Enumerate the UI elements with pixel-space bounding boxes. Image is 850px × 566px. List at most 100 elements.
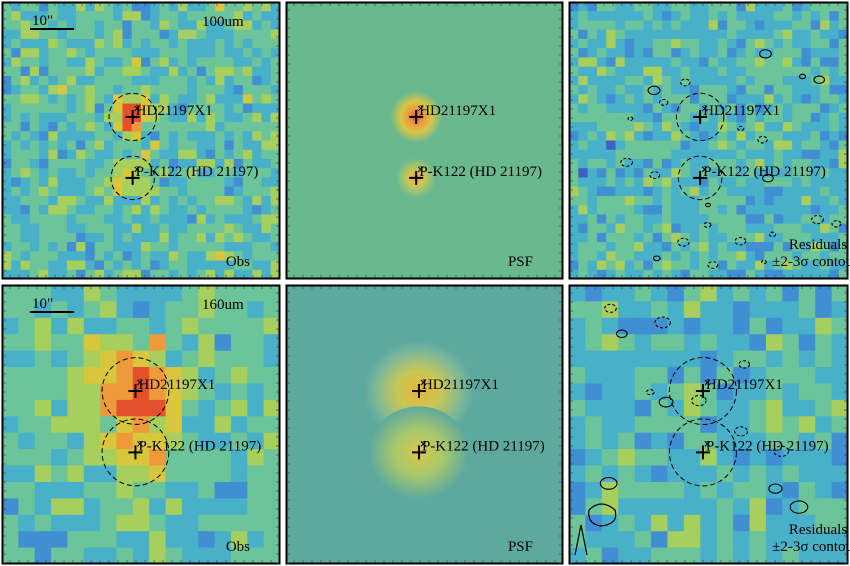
aperture-circle <box>101 357 170 425</box>
source-cross <box>695 445 710 460</box>
band-label: 160um <box>202 297 244 313</box>
aperture-circle <box>677 155 723 201</box>
panel-100um-residual: HD21197X1 P-K122 (HD 21197) Residuals±2-3σ… <box>568 1 850 280</box>
source-cross-small <box>704 379 711 386</box>
panel-frame <box>285 284 564 565</box>
panel-corner-label: Residuals <box>789 522 847 538</box>
source-cross <box>693 170 708 185</box>
source-cross <box>409 109 424 124</box>
contour <box>604 303 617 313</box>
contour <box>769 231 777 237</box>
contour <box>813 75 826 84</box>
source-label: HD21197X1 <box>136 103 213 119</box>
contour <box>652 255 661 262</box>
contour <box>654 316 671 329</box>
source-cross <box>128 445 143 460</box>
contour <box>734 236 747 246</box>
contour <box>574 524 588 556</box>
panel-corner-label: PSF <box>508 539 533 555</box>
contour <box>737 125 745 132</box>
contour <box>599 477 618 490</box>
panel-corner-label: ±2-3σ contours <box>772 539 850 555</box>
source-cross-small <box>417 105 424 112</box>
scale-bar-label: 10" <box>32 13 53 29</box>
panel-corner-label: Obs <box>226 254 250 270</box>
source-label: P-K122 (HD 21197) <box>419 164 542 180</box>
contour <box>789 500 809 514</box>
panel-100um-obs: HD21197X1 P-K122 (HD 21197) Obs 10" 100um <box>1 1 281 280</box>
source-cross-small <box>420 441 427 447</box>
source-cross <box>411 445 426 460</box>
source-label: P-K122 (HD 21197) <box>703 164 826 180</box>
source-cross <box>125 170 140 185</box>
image-map <box>286 285 563 564</box>
image-map <box>569 285 848 564</box>
panel-corner-label: Obs <box>226 539 250 555</box>
contour <box>646 388 655 396</box>
source-cross-small <box>137 441 143 447</box>
source-cross-small <box>134 105 141 112</box>
panel-frame <box>568 1 849 280</box>
panel-160um-obs: HD21197X1 P-K122 (HD 21197) Obs 10" 160um <box>1 284 281 565</box>
source-label: P-K122 (HD 21197) <box>422 438 545 454</box>
axis-ticks <box>287 3 562 278</box>
contour <box>811 214 824 225</box>
source-cross <box>693 109 708 124</box>
contour <box>627 116 634 121</box>
contour <box>649 171 661 180</box>
band-label: 100um <box>202 14 244 30</box>
source-label: P-K122 (HD 21197) <box>706 438 829 454</box>
source-cross <box>409 170 424 185</box>
source-label: HD21197X1 <box>419 103 496 119</box>
aperture-circle <box>675 92 725 142</box>
image-map <box>286 2 563 279</box>
image-map <box>2 285 280 564</box>
panel-frame <box>568 284 849 565</box>
panel-160um-residual: HD21197X1 P-K122 (HD 21197) Residuals±2-3σ… <box>568 284 850 565</box>
axis-ticks <box>3 3 279 278</box>
source-label: HD21197X1 <box>138 377 215 393</box>
source-cross-small <box>701 166 708 173</box>
contour <box>615 329 628 339</box>
source-label: HD21197X1 <box>706 377 783 393</box>
panel-corner-label: PSF <box>508 254 533 270</box>
source-cross <box>411 384 426 399</box>
source-label: P-K122 (HD 21197) <box>138 438 261 454</box>
contour <box>762 173 774 183</box>
contour <box>691 394 707 407</box>
source-label: HD21197X1 <box>422 377 499 393</box>
source-cross-small <box>704 441 711 447</box>
axis-ticks <box>570 3 848 278</box>
contour <box>759 49 772 59</box>
scale-bar-label: 10" <box>32 296 53 312</box>
panel-frame <box>1 1 281 280</box>
axis-ticks <box>3 286 279 564</box>
source-cross <box>128 384 143 399</box>
panel-100um-psf: HD21197X1 P-K122 (HD 21197) PSF <box>285 1 564 280</box>
contour <box>734 426 749 437</box>
panel-frame <box>285 1 564 280</box>
source-cross-small <box>701 105 708 112</box>
contour <box>677 237 690 247</box>
contour <box>768 483 783 494</box>
aperture-circle <box>668 418 737 487</box>
contour <box>707 261 719 269</box>
contour <box>773 445 790 457</box>
axis-ticks <box>570 286 848 564</box>
contour <box>761 259 767 265</box>
panel-160um-psf: HD21197X1 P-K122 (HD 21197) PSF <box>285 284 564 565</box>
aperture-circle <box>668 357 737 425</box>
contour <box>831 220 842 228</box>
source-cross <box>695 384 710 399</box>
panel-corner-label: ±2-3σ contours <box>772 254 850 270</box>
contour <box>647 85 661 96</box>
contour <box>757 135 768 144</box>
contour <box>679 78 691 87</box>
contour <box>798 73 807 80</box>
source-cross <box>125 109 140 124</box>
source-cross-small <box>420 379 427 386</box>
contour <box>659 98 669 106</box>
panel-corner-label: Residuals <box>789 237 847 253</box>
image-map <box>2 2 280 279</box>
